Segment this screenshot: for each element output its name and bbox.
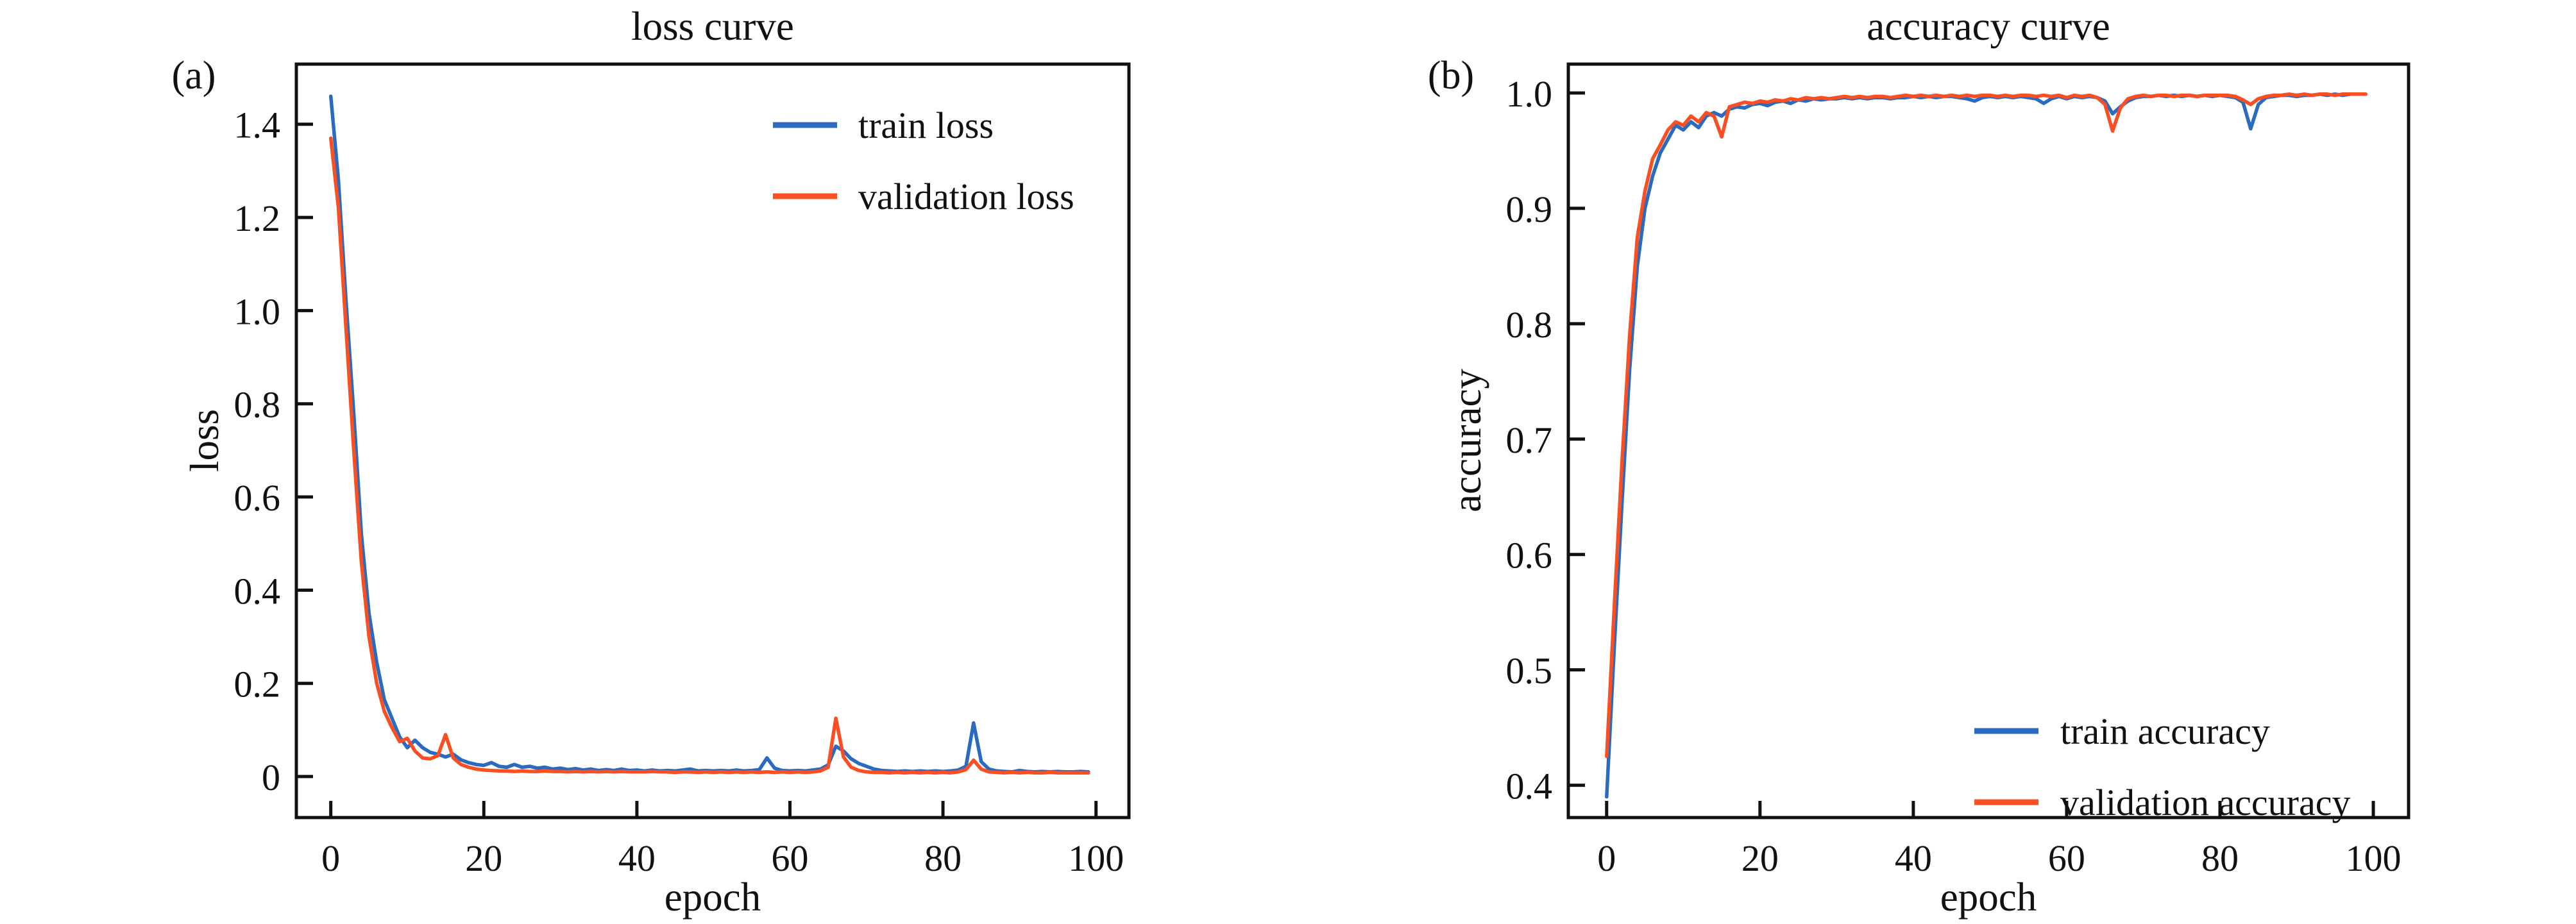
y-tick-label: 0.4 <box>234 570 281 612</box>
loss-title: loss curve <box>631 4 794 49</box>
accuracy-axes: 0 20 40 60 80 100 1.0 0.9 0.8 0.7 0.6 0.5 0.4 <box>1506 62 2411 879</box>
y-tick-label: 0.2 <box>234 664 281 705</box>
x-tick-label: 0 <box>1597 837 1616 879</box>
accuracy-y-axis-label: accuracy <box>1445 369 1489 512</box>
accuracy-panel: (b) accuracy curve accuracy epoch 0 20 40 6… <box>1428 4 2411 920</box>
y-tick-label: 0.6 <box>234 477 281 519</box>
y-tick-label: 0.5 <box>1506 650 1553 692</box>
y-tick-label: 1.2 <box>234 197 281 239</box>
y-tick-label: 0.4 <box>1506 766 1553 807</box>
loss-panel: (a) loss curve loss epoch 0 20 40 60 80 100 1.… <box>172 4 1131 920</box>
y-tick-label: 0.7 <box>1506 419 1553 461</box>
validation-accuracy-curve <box>1605 92 2368 759</box>
train-accuracy-legend-label: train accuracy <box>2060 710 2270 752</box>
validation-loss-curve <box>328 136 1090 775</box>
validation-accuracy-legend-label: validation accuracy <box>2060 782 2350 823</box>
y-tick-label: 1.0 <box>234 290 281 332</box>
y-tick-label: 0.8 <box>234 384 281 426</box>
panel-a-tag: (a) <box>172 54 216 97</box>
y-tick-label: 0.6 <box>1506 535 1553 576</box>
loss-x-axis-label: epoch <box>665 875 761 920</box>
x-tick-label: 100 <box>2346 837 2402 879</box>
x-tick-label: 80 <box>924 837 962 879</box>
y-tick-label: 1.4 <box>234 105 281 146</box>
accuracy-x-axis-label: epoch <box>1940 875 2037 920</box>
y-tick-label: 1.0 <box>1506 73 1553 115</box>
train-accuracy-curve <box>1605 92 2368 799</box>
accuracy-title: accuracy curve <box>1867 4 2110 49</box>
panel-b-tag: (b) <box>1428 54 1474 97</box>
train-loss-legend-label: train loss <box>858 105 994 146</box>
accuracy-legend: train accuracy validation accuracy <box>1974 710 2350 823</box>
y-tick-label: 0 <box>262 757 280 798</box>
x-tick-label: 0 <box>321 837 340 879</box>
x-tick-label: 20 <box>465 837 502 879</box>
validation-loss-legend-label: validation loss <box>858 176 1074 217</box>
x-tick-label: 100 <box>1068 837 1124 879</box>
loss-axes: 0 20 40 60 80 100 1.4 1.2 1.0 0.8 0.6 0.4 0.2 0 <box>234 62 1131 879</box>
accuracy-series <box>1605 92 2368 799</box>
x-tick-label: 60 <box>2048 837 2085 879</box>
y-tick-label: 0.8 <box>1506 304 1553 346</box>
loss-y-axis-label: loss <box>182 409 227 472</box>
x-tick-label: 40 <box>618 837 656 879</box>
y-tick-label: 0.9 <box>1506 189 1553 230</box>
loss-legend: train loss validation loss <box>773 105 1074 217</box>
x-tick-label: 40 <box>1895 837 1932 879</box>
x-tick-label: 20 <box>1741 837 1779 879</box>
loss-series <box>328 94 1090 775</box>
x-tick-label: 80 <box>2201 837 2239 879</box>
x-tick-label: 60 <box>771 837 808 879</box>
